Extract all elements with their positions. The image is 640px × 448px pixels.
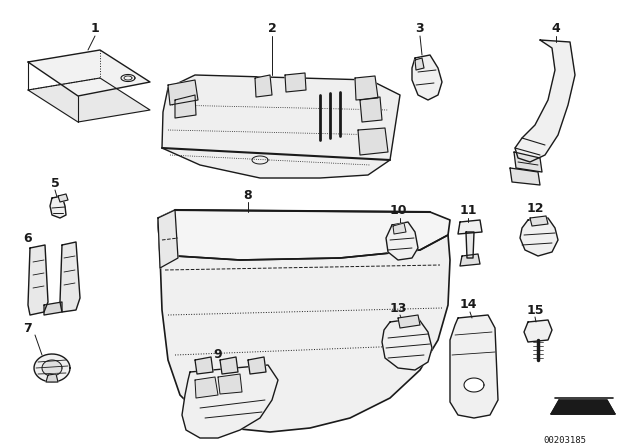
Polygon shape <box>393 223 406 234</box>
Text: 5: 5 <box>51 177 60 190</box>
Polygon shape <box>175 95 196 118</box>
Polygon shape <box>162 75 400 178</box>
Polygon shape <box>515 40 575 162</box>
Text: 15: 15 <box>526 303 544 316</box>
Text: 1: 1 <box>91 22 99 34</box>
Text: 13: 13 <box>389 302 406 314</box>
Text: 12: 12 <box>526 202 544 215</box>
Polygon shape <box>46 374 58 382</box>
Text: 2: 2 <box>268 22 276 34</box>
Polygon shape <box>195 377 218 398</box>
Polygon shape <box>510 168 540 185</box>
Polygon shape <box>248 357 266 374</box>
Polygon shape <box>58 194 68 202</box>
Text: 11: 11 <box>460 203 477 216</box>
Polygon shape <box>464 378 484 392</box>
Polygon shape <box>182 365 278 438</box>
Text: 4: 4 <box>552 22 561 34</box>
Text: 8: 8 <box>244 189 252 202</box>
Polygon shape <box>524 320 552 342</box>
Text: 9: 9 <box>214 349 222 362</box>
Polygon shape <box>460 254 480 266</box>
Text: 14: 14 <box>460 298 477 311</box>
Polygon shape <box>382 318 432 370</box>
Polygon shape <box>358 128 388 155</box>
Polygon shape <box>466 232 474 258</box>
Polygon shape <box>168 80 198 105</box>
Polygon shape <box>412 55 442 100</box>
Text: 10: 10 <box>389 203 407 216</box>
Polygon shape <box>514 152 542 172</box>
Polygon shape <box>386 222 418 260</box>
Polygon shape <box>415 58 424 70</box>
Polygon shape <box>50 196 66 218</box>
Polygon shape <box>28 78 150 122</box>
Polygon shape <box>42 360 62 376</box>
Polygon shape <box>44 302 62 315</box>
Text: 6: 6 <box>24 232 32 245</box>
Polygon shape <box>158 210 178 268</box>
Polygon shape <box>520 218 558 256</box>
Polygon shape <box>28 245 48 315</box>
Polygon shape <box>34 354 70 382</box>
Text: 3: 3 <box>416 22 424 34</box>
Polygon shape <box>398 315 420 328</box>
Polygon shape <box>218 374 242 394</box>
Text: 7: 7 <box>24 322 33 335</box>
Polygon shape <box>220 357 238 374</box>
Polygon shape <box>450 315 498 418</box>
Polygon shape <box>195 357 213 374</box>
Polygon shape <box>158 210 450 260</box>
Polygon shape <box>458 220 482 234</box>
Polygon shape <box>28 50 150 96</box>
Polygon shape <box>355 76 378 100</box>
Polygon shape <box>60 242 80 312</box>
Polygon shape <box>285 73 306 92</box>
Text: 00203185: 00203185 <box>543 435 586 444</box>
Polygon shape <box>158 218 450 432</box>
Polygon shape <box>360 97 382 122</box>
Polygon shape <box>255 75 272 97</box>
Polygon shape <box>551 400 615 414</box>
Polygon shape <box>530 216 548 226</box>
